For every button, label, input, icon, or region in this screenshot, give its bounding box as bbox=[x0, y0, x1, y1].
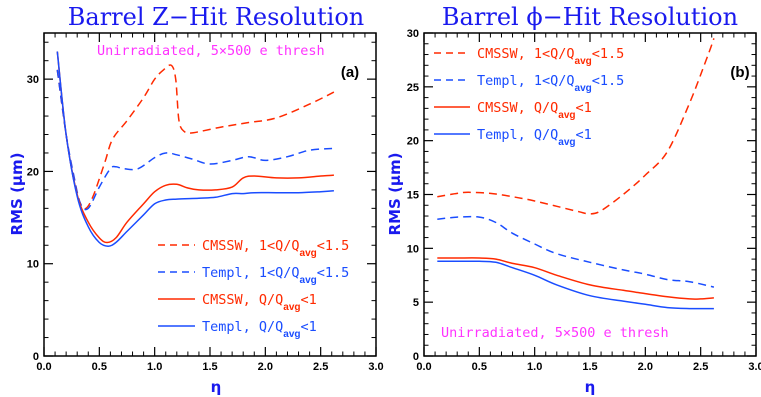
series-line-3 bbox=[56, 51, 334, 247]
subscript-avg: avg bbox=[558, 137, 575, 148]
y-tick-label: 0 bbox=[413, 351, 419, 363]
legend-label: CMSSW, Q/Qavg<1 bbox=[477, 100, 592, 121]
chart-phi-hit-resolution: Barrel ϕ−Hit Resolution 0.0 0.5 1.0 1.5 2.0 2… bbox=[386, 3, 761, 396]
subscript-avg: avg bbox=[300, 275, 317, 286]
y-tick-label: 20 bbox=[27, 166, 39, 178]
legend-label-name: CMSSW, Q/Qavg<1 bbox=[202, 292, 317, 313]
x-tick-label: 1.5 bbox=[582, 361, 597, 373]
x-tick-label: 2.5 bbox=[313, 361, 328, 373]
legend-label: CMSSW, 1<Q/Qavg<1.5 bbox=[202, 238, 349, 259]
series-line-0 bbox=[56, 64, 335, 210]
y-ticks: 0 5 10 15 20 25 30 bbox=[407, 28, 756, 363]
x-tick-label: 1.0 bbox=[147, 361, 162, 373]
x-ticks: 0.0 0.5 1.0 1.5 2.0 2.5 3.0 bbox=[416, 33, 761, 373]
legend-label-name: Templ, Q/Qavg<1 bbox=[477, 127, 592, 148]
y-tick-label: 10 bbox=[407, 243, 419, 255]
y-tick-label: 20 bbox=[407, 136, 419, 148]
x-axis-label: η bbox=[585, 378, 596, 396]
y-tick-label: 5 bbox=[413, 297, 419, 309]
legend-item: CMSSW, Q/Qavg<1 bbox=[434, 100, 592, 121]
y-tick-label: 15 bbox=[407, 190, 419, 202]
legend-label-name: CMSSW, 1<Q/Qavg<1.5 bbox=[202, 238, 349, 259]
y-tick-label: 30 bbox=[407, 28, 419, 40]
chart-z-hit-resolution: Barrel Z−Hit Resolution 0.0 0.5 1.0 1.5 2.0 2… bbox=[8, 3, 384, 396]
legend-item: Templ, Q/Qavg<1 bbox=[434, 127, 592, 148]
legend-label: Templ, Q/Qavg<1 bbox=[202, 319, 317, 340]
x-tick-label: 1.0 bbox=[527, 361, 542, 373]
legend-item: CMSSW, 1<Q/Qavg<1.5 bbox=[158, 238, 349, 259]
subscript-avg: avg bbox=[575, 56, 592, 67]
x-tick-label: 0.5 bbox=[472, 361, 487, 373]
y-tick-label: 10 bbox=[27, 259, 39, 271]
legend-label-name: Templ, Q/Qavg<1 bbox=[202, 319, 317, 340]
legend-label: Templ, 1<Q/Qavg<1.5 bbox=[477, 73, 624, 94]
series-line-3 bbox=[437, 260, 714, 310]
x-tick-label: 3.0 bbox=[748, 361, 761, 373]
subscript-avg: avg bbox=[283, 329, 300, 340]
x-tick-label: 2.0 bbox=[258, 361, 273, 373]
series-line-1 bbox=[56, 69, 334, 211]
annotation: Unirradiated, 5×500 e thresh bbox=[441, 325, 669, 341]
legend-item: Templ, 1<Q/Qavg<1.5 bbox=[434, 73, 624, 94]
legend-label: CMSSW, Q/Qavg<1 bbox=[202, 292, 317, 313]
x-tick-label: 0.0 bbox=[36, 361, 51, 373]
subscript-avg: avg bbox=[283, 302, 300, 313]
y-tick-label: 30 bbox=[27, 74, 39, 86]
legend: CMSSW, 1<Q/Qavg<1.5 Templ, 1<Q/Qavg<1.5 … bbox=[434, 46, 624, 148]
x-tick-label: 2.0 bbox=[638, 361, 653, 373]
legend-label: CMSSW, 1<Q/Qavg<1.5 bbox=[477, 46, 624, 67]
legend-item: Templ, Q/Qavg<1 bbox=[158, 319, 317, 340]
chart-title: Barrel Z−Hit Resolution bbox=[68, 3, 364, 31]
series-group bbox=[437, 38, 715, 310]
series-line-2 bbox=[437, 257, 714, 300]
y-axis-label: RMS (μm) bbox=[8, 153, 26, 236]
legend-item: Templ, 1<Q/Qavg<1.5 bbox=[158, 265, 349, 286]
legend-item: CMSSW, 1<Q/Qavg<1.5 bbox=[434, 46, 624, 67]
subscript-avg: avg bbox=[558, 110, 575, 121]
x-tick-label: 2.5 bbox=[693, 361, 708, 373]
legend-label: Templ, Q/Qavg<1 bbox=[477, 127, 592, 148]
x-tick-label: 3.0 bbox=[368, 361, 383, 373]
legend-label-name: Templ, 1<Q/Qavg<1.5 bbox=[202, 265, 349, 286]
legend-label-name: CMSSW, 1<Q/Qavg<1.5 bbox=[477, 46, 624, 67]
y-tick-label: 25 bbox=[407, 82, 419, 94]
x-tick-label: 0.5 bbox=[92, 361, 107, 373]
legend-label-name: CMSSW, Q/Qavg<1 bbox=[477, 100, 592, 121]
series-line-1 bbox=[437, 215, 715, 288]
x-tick-label: 1.5 bbox=[202, 361, 217, 373]
x-axis-label: η bbox=[211, 378, 222, 396]
series-line-0 bbox=[437, 38, 715, 215]
y-axis-label: RMS (μm) bbox=[386, 153, 404, 236]
chart-title: Barrel ϕ−Hit Resolution bbox=[442, 3, 738, 31]
y-tick-label: 0 bbox=[33, 351, 39, 363]
subscript-avg: avg bbox=[575, 83, 592, 94]
legend-item: CMSSW, Q/Qavg<1 bbox=[158, 292, 317, 313]
series-line-2 bbox=[56, 51, 334, 244]
legend: CMSSW, 1<Q/Qavg<1.5 Templ, 1<Q/Qavg<1.5 … bbox=[158, 238, 349, 340]
x-ticks: 0.0 0.5 1.0 1.5 2.0 2.5 3.0 bbox=[36, 33, 384, 373]
series-group bbox=[56, 51, 335, 247]
panel-label: (a) bbox=[341, 64, 359, 81]
subscript-avg: avg bbox=[300, 248, 317, 259]
panel-label: (b) bbox=[730, 64, 749, 81]
annotation: Unirradiated, 5×500 e thresh bbox=[97, 43, 325, 59]
legend-label-name: Templ, 1<Q/Qavg<1.5 bbox=[477, 73, 624, 94]
legend-label: Templ, 1<Q/Qavg<1.5 bbox=[202, 265, 349, 286]
x-tick-label: 0.0 bbox=[416, 361, 431, 373]
plot-frame bbox=[423, 32, 757, 357]
y-ticks: 0 10 20 30 bbox=[27, 41, 376, 363]
